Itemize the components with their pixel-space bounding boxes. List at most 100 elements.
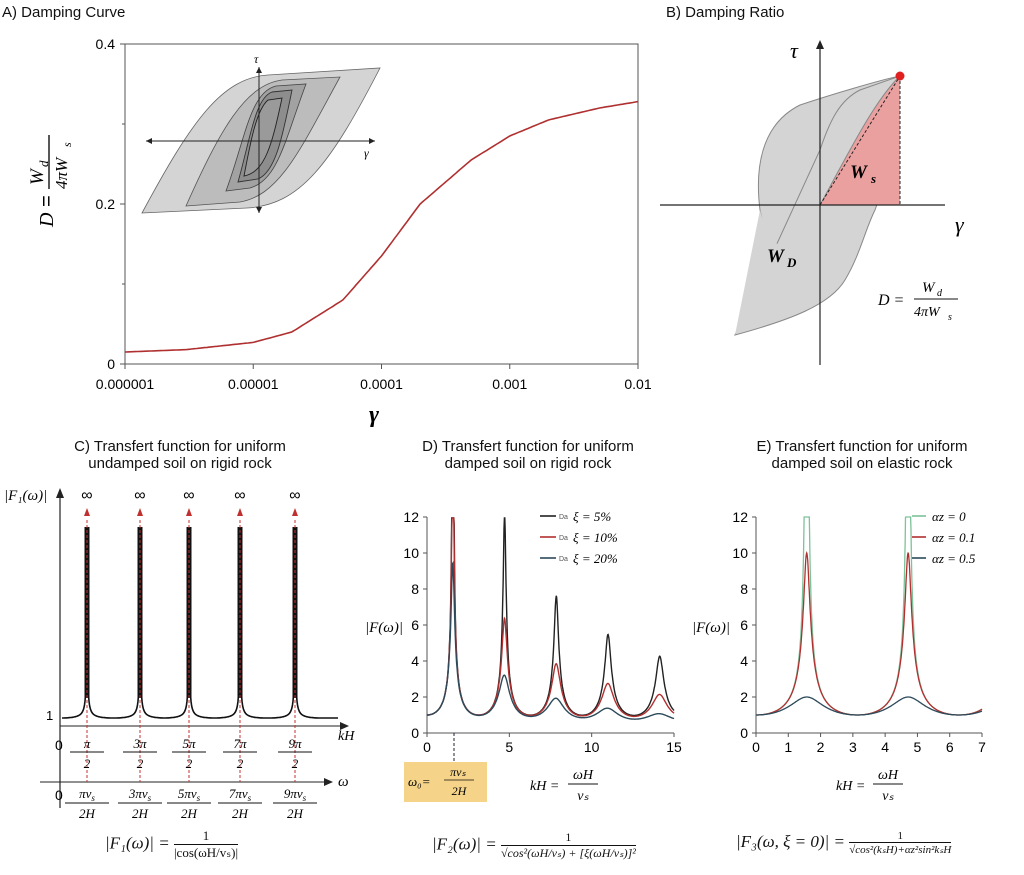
panel-e-x-tick-label: 2 bbox=[817, 739, 825, 755]
panel-d-x-tick-label: 10 bbox=[584, 739, 600, 755]
panel-e-y-tick-label: 10 bbox=[732, 545, 748, 561]
panel-c-kh-tick-den: 2 bbox=[137, 756, 144, 771]
panel-c-formula-den: |cos(ωH/vₛ)| bbox=[173, 845, 239, 860]
panel-d-legend-label: ξ = 20% bbox=[573, 551, 618, 566]
panel-d-xlabel-num: ωH bbox=[573, 768, 594, 783]
panel-c-title: C) Transfert function for uniform undamp… bbox=[20, 438, 340, 472]
panel-a-ylabel: D = W d 4πW s bbox=[27, 135, 74, 228]
panel-e-formula-den: √cos²(kₛH)+αz²sin²kₛH bbox=[849, 844, 952, 856]
panel-c-infinity-label: ∞ bbox=[234, 487, 245, 504]
panel-a-x-tick-label: 0.001 bbox=[492, 376, 527, 392]
panel-b-wd-label: W bbox=[767, 246, 785, 267]
panel-a-inset-hysteresis: τ γ bbox=[141, 52, 381, 214]
panel-c-w-tick-num: 9πvs bbox=[284, 786, 307, 803]
panel-a-inset-tau: τ bbox=[254, 52, 259, 66]
panel-e-series-line bbox=[756, 696, 983, 716]
panel-d-legend-tag: Da bbox=[559, 556, 568, 563]
panel-c-w-tick-den: 2H bbox=[181, 806, 198, 820]
panel-e-xlabel-lhs: kH = bbox=[836, 779, 865, 794]
panel-d-y-tick-label: 8 bbox=[411, 581, 419, 597]
panel-e-xlabel-den: vₛ bbox=[882, 789, 894, 804]
panel-c-infinity-label: ∞ bbox=[134, 487, 145, 504]
panel-c-kh-tick-num: 9π bbox=[288, 736, 302, 751]
panel-e-y-tick-label: 6 bbox=[740, 617, 748, 633]
panel-b-gamma: γ bbox=[955, 212, 965, 237]
panel-a-ylabel-den: 4πW bbox=[52, 156, 71, 189]
panel-b-diagram: τ γ W s W D D = W d 4πW s bbox=[660, 38, 965, 365]
panel-b-peak-point bbox=[895, 71, 905, 81]
panel-b-formula-den-sub: s bbox=[948, 312, 952, 323]
panel-d-x-tick-label: 15 bbox=[666, 739, 682, 755]
panel-b-formula-num: W bbox=[922, 280, 936, 296]
panel-d-formula-den: √cos²(ωH/vₛ) + [ξ(ωH/vₛ)]² bbox=[500, 846, 636, 860]
panel-c-w-tick-den: 2H bbox=[287, 806, 304, 820]
panel-d-x-tick-label: 0 bbox=[423, 739, 431, 755]
panel-c-formula-num: 1 bbox=[173, 828, 239, 845]
panel-e-formula: |F₃(ω, ξ = 0)| = 1 √cos²(kₛH)+αz²sin²kₛH bbox=[736, 830, 952, 856]
panel-a-ylabel-lhs: D bbox=[36, 212, 58, 228]
panel-a-inset-gamma: γ bbox=[364, 146, 369, 160]
panel-b-formula-lhs: D = bbox=[877, 292, 904, 309]
panel-c-kh-tick-num: 3π bbox=[132, 736, 147, 751]
panel-e-xlabel-num: ωH bbox=[878, 768, 899, 783]
panel-c-title-line1: C) Transfert function for uniform bbox=[74, 438, 286, 455]
panel-d-formula-num: 1 bbox=[500, 830, 636, 846]
panel-e-x-tick-label: 5 bbox=[914, 739, 922, 755]
panel-e-y-tick-label: 0 bbox=[740, 725, 748, 741]
panel-e-x-tick-label: 3 bbox=[849, 739, 857, 755]
panel-d-title-line1: D) Transfert function for uniform bbox=[422, 438, 634, 455]
panel-b-ws-sub: s bbox=[870, 171, 876, 186]
panel-e-y-tick-label: 2 bbox=[740, 689, 748, 705]
panel-c-kh-tick-den: 2 bbox=[84, 756, 91, 771]
panel-d-legend-tag: Da bbox=[559, 514, 568, 521]
panel-c-one-label: 1 bbox=[46, 708, 53, 723]
panel-a-x-tick-label: 0.0001 bbox=[360, 376, 403, 392]
panel-a-y-tick-label: 0 bbox=[107, 356, 115, 372]
panel-d-y-tick-label: 4 bbox=[411, 653, 419, 669]
panel-e-legend-label: αz = 0.5 bbox=[932, 551, 976, 566]
panel-a-y-tick-label: 0.4 bbox=[96, 36, 116, 52]
panel-e-y-tick-label: 12 bbox=[732, 509, 748, 525]
panel-d-title: D) Transfert function for uniform damped… bbox=[378, 438, 678, 472]
panel-d-ylabel: |F(ω)| bbox=[365, 620, 403, 636]
panel-e-series-line bbox=[756, 516, 983, 716]
panel-d-y-tick-label: 6 bbox=[411, 617, 419, 633]
panel-c-kh-tick-num: 7π bbox=[233, 736, 247, 751]
panel-e-y-tick-label: 8 bbox=[740, 581, 748, 597]
panel-c-kh-tick-den: 2 bbox=[237, 756, 244, 771]
panel-a-ylabel-num: W bbox=[27, 167, 48, 185]
panel-a-chart: D = W d 4πW s 0.000001 0.00001 0.0001 0.001… bbox=[27, 36, 652, 428]
panel-e-title-line1: E) Transfert function for uniform bbox=[756, 438, 968, 455]
panel-c-w-tick-den: 2H bbox=[79, 806, 96, 820]
panel-c-title-line2: undamped soil on rigid rock bbox=[88, 455, 272, 472]
panel-a-xlabel: γ bbox=[369, 402, 379, 428]
panel-e-series-line bbox=[756, 550, 983, 716]
panel-a-y-tick-label: 0.2 bbox=[96, 196, 116, 212]
panel-d-formula: |F₂(ω)| = 1 √cos²(ωH/vₛ) + [ξ(ωH/vₛ)]² bbox=[432, 830, 636, 861]
panel-b-title: B) Damping Ratio bbox=[666, 4, 785, 21]
panel-c-w-tick-num: πvs bbox=[79, 786, 95, 803]
panel-b-formula-num-sub: d bbox=[937, 288, 943, 299]
panel-c-kh-tick-num: 5π bbox=[182, 736, 196, 751]
panel-b-wd-sub: D bbox=[786, 255, 797, 270]
svg-text:=: = bbox=[36, 195, 58, 207]
panel-b-formula-den: 4πW bbox=[914, 305, 941, 320]
panel-d-chart: |F(ω)| 0 5 10 15 0 2 4 6 8 10 12 Da ξ = 5% Da ξ = 10%… bbox=[365, 509, 682, 804]
panel-d-formula-lhs: |F₂(ω)| = bbox=[432, 834, 497, 854]
panel-e-formula-lhs: |F₃(ω, ξ = 0)| = bbox=[736, 831, 845, 851]
panel-d-legend-label: ξ = 5% bbox=[573, 509, 611, 524]
panel-c-zero-2: 0 bbox=[55, 787, 63, 803]
panel-d-legend-tag: Da bbox=[559, 535, 568, 542]
panel-a-ylabel-num-sub: d bbox=[36, 160, 51, 167]
panel-c-formula: |F₁(ω)| = 1 |cos(ωH/vₛ)| bbox=[105, 828, 239, 861]
panel-c-infinity-label: ∞ bbox=[183, 487, 194, 504]
panel-c-kh-tick-num: π bbox=[84, 736, 91, 751]
panel-a-x-tick-label: 0.01 bbox=[624, 376, 651, 392]
panel-c-infinity-label: ∞ bbox=[81, 487, 92, 504]
panel-d-omega0-box bbox=[404, 762, 487, 802]
panel-e-legend-label: αz = 0 bbox=[932, 509, 966, 524]
panel-e-x-tick-label: 1 bbox=[784, 739, 792, 755]
panel-c-zero-1: 0 bbox=[55, 737, 63, 753]
panel-c-infinity-label: ∞ bbox=[289, 487, 300, 504]
panel-c-w-tick-num: 3πvs bbox=[128, 786, 152, 803]
